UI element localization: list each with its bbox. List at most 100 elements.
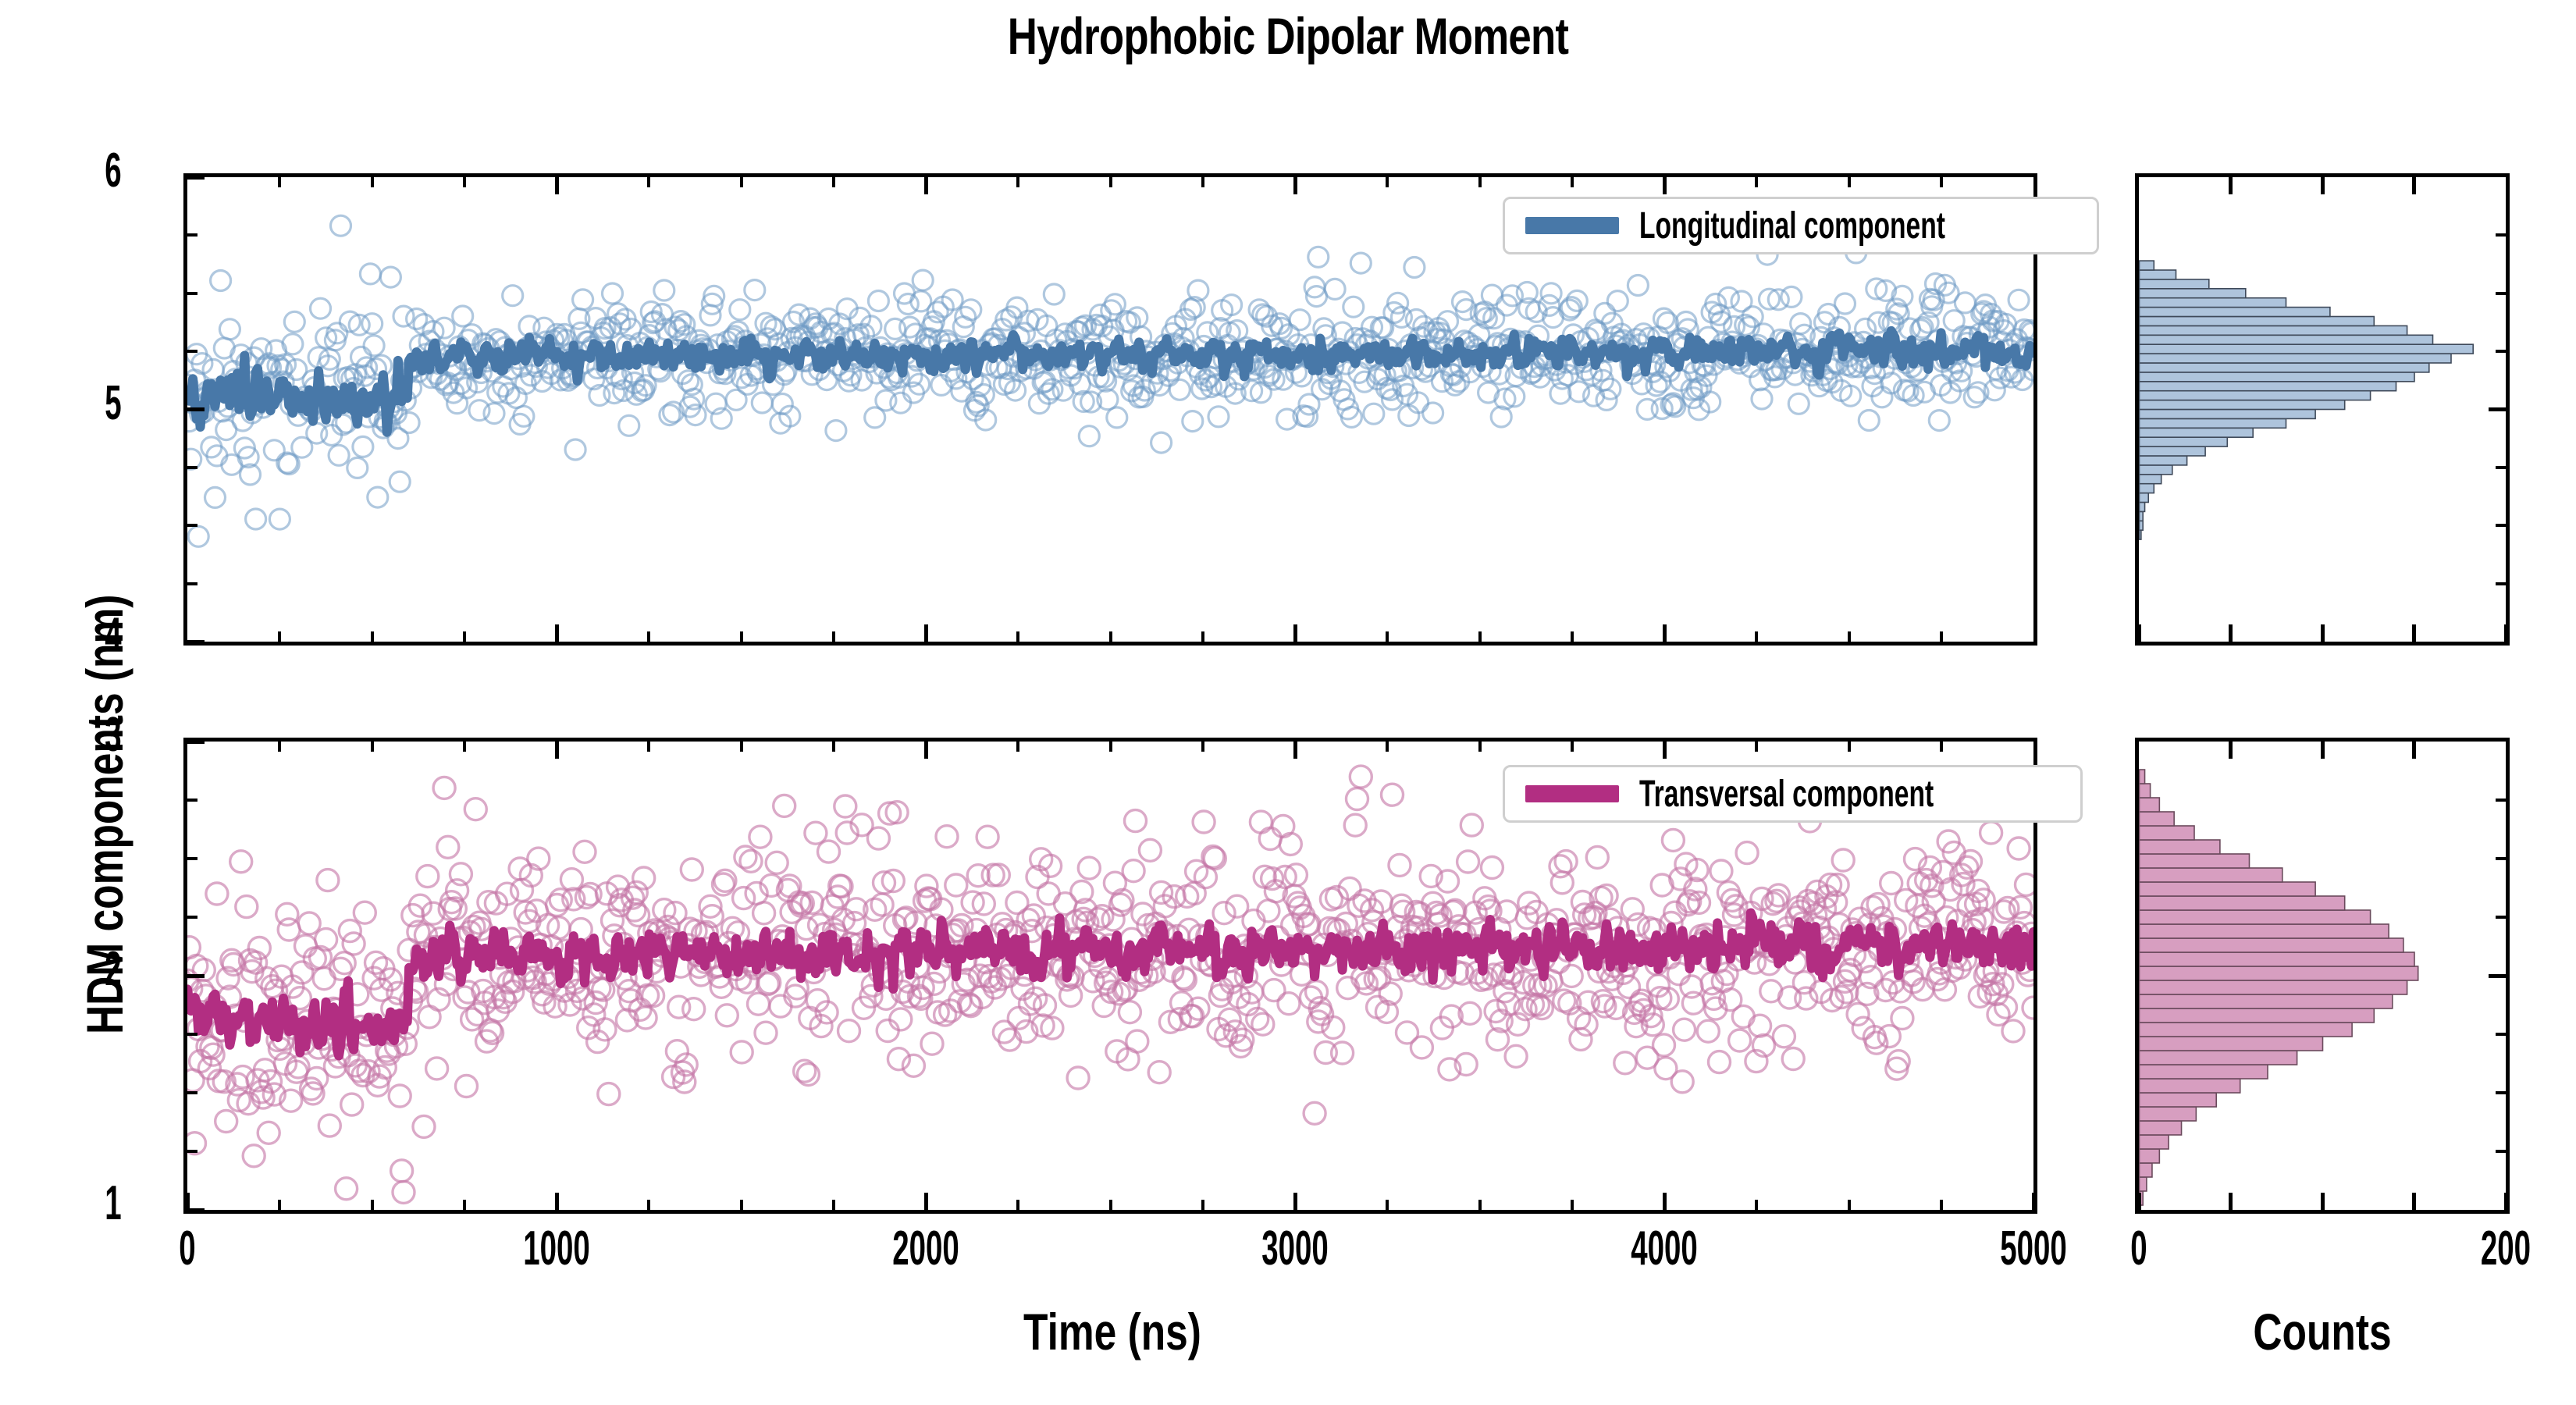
x-tick-major: [923, 1193, 928, 1210]
panel-longitudinal-histogram: [2135, 173, 2510, 646]
histogram-bar: [2139, 455, 2188, 466]
x-tick-minor: [647, 631, 651, 642]
x-tick-minor: [1386, 742, 1389, 752]
histogram-bar: [2139, 418, 2287, 429]
histogram-bar: [2139, 473, 2162, 485]
y-tick-major: [187, 639, 205, 644]
y-tick-label: 2: [105, 942, 122, 996]
y-tick-minor-right: [2496, 916, 2506, 919]
histogram-bar: [2139, 1050, 2298, 1065]
y-tick-major: [187, 175, 205, 180]
histogram-bar: [2139, 937, 2404, 953]
x-tick-label: 2000: [892, 1222, 959, 1275]
x-tick-major: [2137, 1193, 2141, 1210]
x-tick-minor: [1108, 631, 1112, 642]
histogram-bars: [2139, 260, 2475, 540]
x-tick-major: [2229, 177, 2233, 194]
x-tick-minor: [1016, 631, 1020, 642]
x-tick-minor: [1201, 1200, 1204, 1210]
running-mean-line: [187, 325, 2033, 437]
x-tick-minor: [1016, 742, 1020, 752]
x-tick-minor: [1755, 742, 1759, 752]
x-axis-label-time: Time (ns): [1023, 1303, 1201, 1361]
x-tick-major: [1293, 624, 1297, 642]
y-tick-minor: [187, 350, 197, 354]
x-tick-major: [1662, 624, 1667, 642]
x-tick-label: 5000: [2000, 1222, 2067, 1275]
y-tick-minor-right: [2496, 1150, 2506, 1153]
y-tick-minor-right: [2496, 350, 2506, 354]
longitudinal-plot-canvas: [187, 214, 2033, 548]
legend-longitudinal: Longitudinal component: [1503, 197, 2099, 254]
x-tick-minor: [1570, 742, 1574, 752]
x-tick-major: [2412, 624, 2416, 642]
x-tick-label: 4000: [1631, 1222, 1698, 1275]
histogram-bar: [2139, 1176, 2147, 1192]
x-tick-minor: [1847, 1200, 1851, 1210]
histogram-bar: [2139, 1036, 2324, 1051]
x-tick-major: [554, 1193, 559, 1210]
scatter-points: [187, 764, 2033, 1205]
histogram-bar: [2139, 966, 2419, 981]
x-tick-minor: [1478, 1200, 1482, 1210]
x-tick-major: [2412, 1193, 2416, 1210]
x-tick-label: 0: [2130, 1222, 2147, 1275]
panel-transversal-histogram: [2135, 738, 2510, 1214]
histogram-bar: [2139, 811, 2175, 827]
x-tick-major: [554, 177, 559, 194]
y-tick-major: [187, 1208, 205, 1212]
y-tick-minor-right: [2496, 582, 2506, 585]
x-tick-major: [1662, 177, 1667, 194]
y-tick-minor: [187, 1033, 197, 1036]
x-axis-label-counts: Counts: [2253, 1303, 2392, 1361]
x-tick-major: [2503, 1193, 2508, 1210]
x-tick-major: [2320, 1193, 2325, 1210]
histogram-bar: [2139, 839, 2221, 855]
histogram-bar: [2139, 769, 2146, 784]
histogram-bar: [2139, 923, 2389, 939]
histogram-bar: [2139, 980, 2408, 995]
figure-title: Hydrophobic Dipolar Moment: [1007, 7, 1569, 65]
x-tick-minor: [647, 177, 651, 187]
legend-swatch-transversal: [1525, 785, 1619, 802]
x-tick-minor: [739, 631, 743, 642]
x-tick-minor: [1386, 177, 1389, 187]
x-tick-major: [2412, 177, 2416, 194]
histogram-bar: [2139, 501, 2146, 513]
histogram-bar: [2139, 1162, 2153, 1178]
x-tick-minor: [1201, 177, 1204, 187]
x-tick-minor: [647, 742, 651, 752]
x-tick-minor: [831, 631, 835, 642]
histogram-bar: [2139, 306, 2331, 318]
x-tick-minor: [1108, 1200, 1112, 1210]
histogram-bar: [2139, 797, 2161, 813]
x-tick-minor: [1847, 177, 1851, 187]
y-tick-minor-right: [2496, 799, 2506, 802]
x-tick-minor: [1201, 631, 1204, 642]
histogram-bar: [2139, 380, 2397, 392]
y-tick-minor: [187, 1150, 197, 1153]
histogram-bar: [2139, 1064, 2268, 1080]
histogram-bar: [2139, 529, 2142, 540]
histogram-bar: [2139, 325, 2408, 336]
x-tick-major: [923, 742, 928, 759]
y-tick-minor-right: [2496, 291, 2506, 295]
x-tick-minor: [1478, 177, 1482, 187]
y-tick-label: 1: [105, 1176, 122, 1230]
y-tick-minor: [187, 524, 197, 528]
histogram-bar: [2139, 492, 2150, 503]
running-mean-line: [187, 908, 2033, 1061]
histogram-bar: [2139, 288, 2247, 299]
x-tick-major: [1293, 742, 1297, 759]
histogram-bar: [2139, 994, 2393, 1009]
x-tick-minor: [1016, 1200, 1020, 1210]
x-tick-minor: [1570, 1200, 1574, 1210]
transversal-hist-canvas: [2139, 769, 2419, 1206]
x-tick-minor: [1939, 742, 1943, 752]
histogram-bar: [2139, 399, 2346, 411]
x-tick-major: [2137, 624, 2141, 642]
histogram-bar: [2139, 446, 2206, 457]
histogram-bar: [2139, 343, 2475, 354]
x-tick-label: 1000: [523, 1222, 590, 1275]
